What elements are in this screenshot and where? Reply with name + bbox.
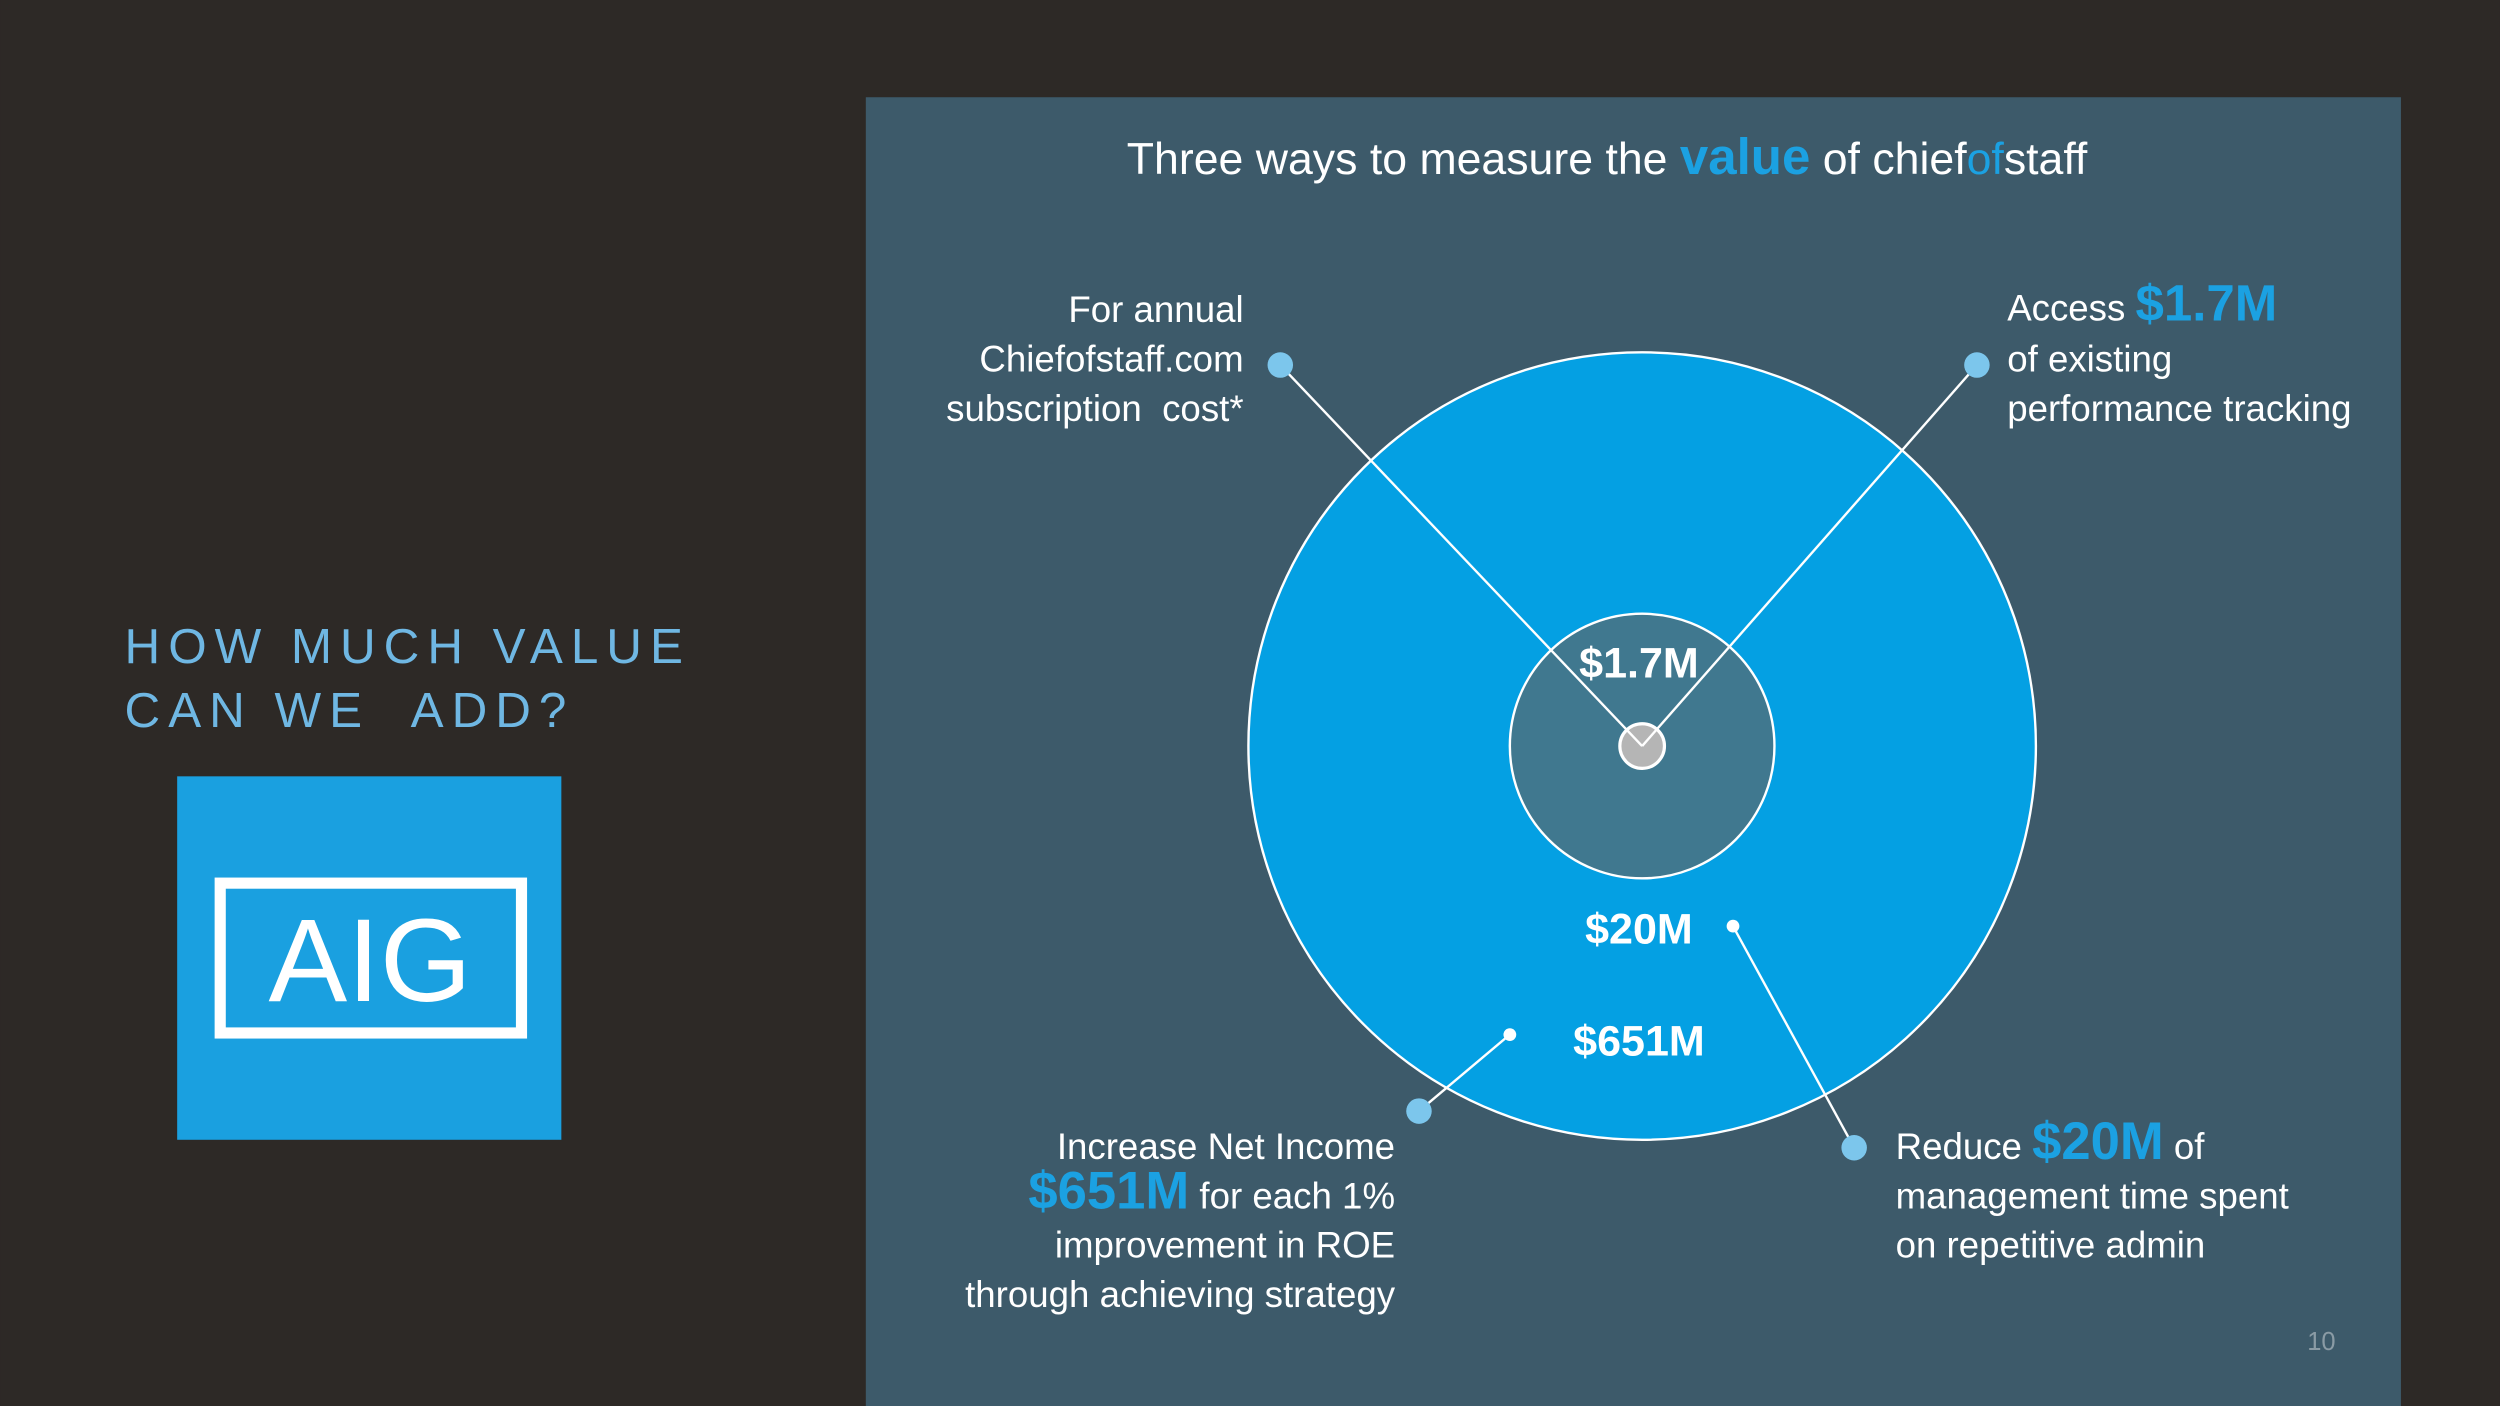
callout-line: performance tracking — [2007, 388, 2351, 429]
connector — [1418, 1033, 1511, 1113]
callout-highlight: $651M — [1028, 1161, 1189, 1220]
dot — [1726, 919, 1740, 933]
heading-line: CAN WE ADD? — [125, 683, 575, 738]
callout-part: of — [2164, 1126, 2206, 1167]
circle-label: $651M — [1573, 1017, 1705, 1065]
circle-label: $20M — [1585, 906, 1693, 954]
callout-highlight: $1.7M — [2136, 274, 2278, 331]
callout-line: through achieving strategy — [965, 1274, 1396, 1315]
callout-highlight: $20M — [2032, 1112, 2164, 1171]
callout-line: improvement in ROE — [1055, 1225, 1395, 1266]
callout-line: management time spent — [1896, 1175, 2289, 1216]
connector — [1279, 364, 1644, 747]
callout-part: Reduce — [1896, 1126, 2033, 1167]
dot — [1841, 1135, 1867, 1161]
heading-line: HOW MUCH VALUE — [125, 619, 691, 674]
logo-box — [177, 776, 562, 1140]
title-part: staff — [2004, 135, 2088, 184]
callout-line: For annual — [1068, 289, 1243, 330]
callout-line: Reduce $20M of — [1896, 1112, 2206, 1171]
callout-bottom-left: Increase Net Income $651M for each 1% im… — [965, 1126, 1396, 1315]
panel-title: Three ways to measure the value of chief… — [1127, 128, 2088, 185]
dots — [1267, 352, 1990, 1161]
connectors — [1279, 364, 1978, 1149]
callout-top-right: Access $1.7M of existing performance tra… — [2007, 274, 2351, 428]
callout-part: for each 1% — [1189, 1175, 1395, 1216]
callout-line: on repetitive admin — [1896, 1225, 2206, 1266]
connector — [1731, 925, 1856, 1149]
logo-frame — [214, 877, 528, 1039]
connector — [1641, 364, 1978, 747]
logo-text: AIG — [268, 894, 471, 1026]
callout-line: Increase Net Income — [1057, 1126, 1395, 1167]
callout-line: $651M for each 1% — [1028, 1161, 1395, 1220]
title-highlight: value — [1680, 128, 1810, 185]
callout-line: Chiefofstaff.com — [979, 338, 1243, 379]
title-part: Three ways to measure the — [1127, 135, 1680, 184]
dot — [1406, 1098, 1432, 1124]
callout-top-left: For annual Chiefofstaff.com subscription… — [946, 289, 1243, 429]
callout-line: subscription cost* — [946, 388, 1243, 429]
callout-line: of existing — [2007, 338, 2172, 379]
title-part: of chief — [1810, 135, 1967, 184]
page-number: 10 — [2307, 1328, 2335, 1356]
callout-line: Access $1.7M — [2007, 274, 2277, 331]
dot — [1964, 352, 1990, 378]
title-highlight: of — [1967, 135, 2005, 184]
callout-bottom-right: Reduce $20M of management time spent on … — [1896, 1112, 2289, 1266]
dot — [1503, 1028, 1517, 1041]
circle-label: $1.7M — [1579, 639, 1699, 687]
callout-part: Access — [2007, 287, 2135, 328]
dot — [1267, 352, 1294, 378]
